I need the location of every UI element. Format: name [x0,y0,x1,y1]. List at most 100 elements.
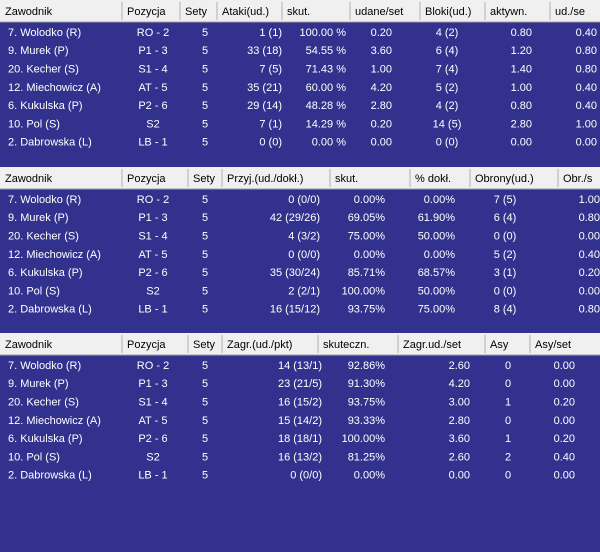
table-cell: 5 [202,118,208,130]
column-header: Obrony(ud.) [475,173,534,185]
column-header: Pozycja [127,6,166,18]
table-cell: S1 - 4 [138,64,167,76]
table-cell: P2 - 6 [138,267,167,279]
table-cell: 2.80 [511,118,532,130]
table-cell: 4.20 [371,82,392,94]
table-cell: 100.00% [342,433,386,445]
table-cell: 33 (18) [247,45,282,57]
table-cell: 3 (1) [494,267,517,279]
column-header: Pozycja [127,173,166,185]
column-header: Ataki(ud.) [222,6,269,18]
table-cell: RO - 2 [137,194,169,206]
table-cell: 5 [202,100,208,112]
table-cell: 0.40 [576,27,597,39]
table-cell: 7. Wolodko (R) [8,27,81,39]
table-cell: LB - 1 [138,470,167,482]
table-cell: 20. Kecher (S) [8,231,79,243]
table-cell: 71.43 % [306,64,347,76]
table-cell: 0.00% [424,194,455,206]
table-cell: 0.20 [371,27,392,39]
table-cell: P1 - 3 [138,378,167,390]
table-cell: 7. Wolodko (R) [8,194,81,206]
table-cell: 6. Kukulska (P) [8,100,83,112]
column-header: aktywn. [490,6,527,18]
table-cell: P2 - 6 [138,100,167,112]
table-cell: 0.80 [579,212,600,224]
table-cell: 5 [202,397,208,409]
table-cell: 0.00 [579,285,600,297]
table-cell: AT - 5 [139,82,168,94]
table-cell: 9. Murek (P) [8,378,69,390]
table-cell: 16 (15/2) [278,397,322,409]
table-cell: 2.60 [449,360,470,372]
table-cell: 0.20 [371,118,392,130]
table-cell: 93.33% [348,415,386,427]
table-cell: 0.00 [554,360,575,372]
table-cell: 35 (21) [247,82,282,94]
table-cell: 42 (29/26) [270,212,320,224]
table-cell: 4 (2) [436,100,459,112]
table-cell: 92.86% [348,360,386,372]
table-cell: 5 [202,360,208,372]
table-cell: 54.55 % [306,45,347,57]
header-bar [0,333,600,355]
table-cell: 0.00% [354,194,385,206]
table-cell: 1.00 [371,64,392,76]
table-cell: 0.00 [576,137,597,149]
table-cell: 0 (0/0) [288,249,320,261]
table-cell: RO - 2 [137,27,169,39]
table-cell: 2.60 [449,451,470,463]
table-cell: 100.00% [342,285,386,297]
table-cell: 6 (4) [436,45,459,57]
table-cell: 14.29 % [306,118,347,130]
table-cell: RO - 2 [137,360,169,372]
table-cell: 1 [505,433,511,445]
table-cell: 7 (4) [436,64,459,76]
table-cell: 14 (13/1) [278,360,322,372]
column-header: Zawodnik [5,173,53,185]
table-cell: 2.80 [371,100,392,112]
table-cell: 0 (0/0) [290,470,322,482]
table-cell: 5 [202,231,208,243]
table-cell: 0 [505,378,511,390]
table-cell: 5 [202,212,208,224]
table-cell: 6. Kukulska (P) [8,267,83,279]
table-cell: 60.00 % [306,82,347,94]
table-cell: 23 (21/5) [278,378,322,390]
table-cell: 20. Kecher (S) [8,64,79,76]
table-cell: 0.00 [449,470,470,482]
table-cell: 93.75% [348,397,386,409]
table-cell: S1 - 4 [138,231,167,243]
table-cell: 18 (18/1) [278,433,322,445]
table-cell: 5 [202,433,208,445]
table-cell: 10. Pol (S) [8,451,60,463]
table-cell: 0.40 [576,100,597,112]
table-cell: 1.40 [511,64,532,76]
column-header: udane/set [355,6,403,18]
table-cell: 0.00 [554,415,575,427]
table-cell: 91.30% [348,378,386,390]
table-cell: 75.00% [348,231,386,243]
header-bar [0,167,600,189]
table-cell: 0.80 [576,64,597,76]
table-cell: 50.00% [418,231,456,243]
table-cell: 9. Murek (P) [8,212,69,224]
table-cell: 7 (5) [259,64,282,76]
table-cell: 0.80 [511,100,532,112]
table-cell: 0.00 [511,137,532,149]
table-cell: 0 (0) [494,231,517,243]
table-cell: 2 [505,451,511,463]
table-cell: 2. Dabrowska (L) [8,470,92,482]
table-cell: 1.00 [576,118,597,130]
table-cell: 0 (0) [436,137,459,149]
table-cell: 48.28 % [306,100,347,112]
table-cell: 1.00 [579,194,600,206]
table-cell: 10. Pol (S) [8,285,60,297]
column-header: Bloki(ud.) [425,6,471,18]
table-cell: P1 - 3 [138,45,167,57]
table-cell: 75.00% [418,304,456,316]
column-header: % dokł. [415,173,451,185]
column-header: Sety [193,339,216,351]
column-header: Obr./s [563,173,593,185]
column-header: Asy/set [535,339,571,351]
